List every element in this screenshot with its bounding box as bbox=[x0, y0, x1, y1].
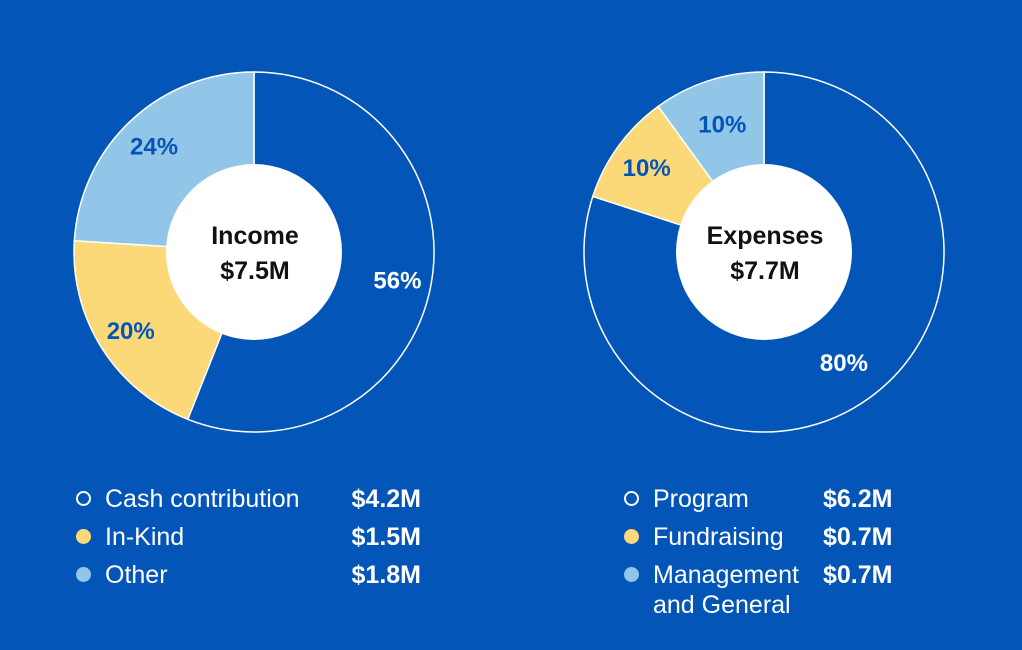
chart-title: Income bbox=[211, 222, 299, 250]
cash-swatch-icon bbox=[76, 491, 91, 506]
donut-center bbox=[166, 164, 342, 340]
legend-item-in-kind: In-Kind $1.5M bbox=[76, 522, 421, 560]
legend-amount: $0.7M bbox=[823, 561, 893, 589]
legend-amount: $1.8M bbox=[351, 561, 421, 589]
slice-percent-label: 80% bbox=[820, 350, 868, 377]
legend-amount: $0.7M bbox=[823, 523, 893, 551]
legend-amount: $1.5M bbox=[351, 523, 421, 551]
in-kind-swatch-icon bbox=[76, 529, 91, 544]
slice-percent-label: 10% bbox=[698, 112, 746, 139]
management-swatch-icon bbox=[624, 567, 639, 582]
legend-label: Fundraising bbox=[653, 523, 784, 551]
income-legend: Cash contribution $4.2M In-Kind $1.5M Ot… bbox=[76, 484, 421, 598]
chart-total: $7.5M bbox=[220, 257, 289, 285]
program-swatch-icon bbox=[624, 491, 639, 506]
legend-item-other: Other $1.8M bbox=[76, 560, 421, 598]
chart-title: Expenses bbox=[707, 222, 824, 250]
donut-center bbox=[676, 164, 852, 340]
legend-label: Cash contribution bbox=[105, 485, 300, 513]
legend-item-cash: Cash contribution $4.2M bbox=[76, 484, 421, 522]
expenses-legend: Program $6.2M Fundraising $0.7M Manageme… bbox=[624, 484, 954, 619]
legend-item-fundraising: Fundraising $0.7M bbox=[624, 522, 954, 560]
other-swatch-icon bbox=[76, 567, 91, 582]
legend-label: Management and General bbox=[653, 561, 799, 619]
slice-percent-label: 10% bbox=[623, 155, 671, 182]
legend-label: In-Kind bbox=[105, 523, 185, 551]
legend-amount: $6.2M bbox=[823, 485, 893, 513]
pie-slice-1-0 bbox=[583, 71, 945, 433]
legend-amount: $4.2M bbox=[351, 485, 421, 513]
chart-total: $7.7M bbox=[730, 257, 799, 285]
legend-item-program: Program $6.2M bbox=[624, 484, 954, 522]
slice-percent-label: 56% bbox=[373, 267, 421, 294]
slice-percent-label: 24% bbox=[130, 134, 178, 161]
legend-item-management: Management and General $0.7M bbox=[624, 560, 954, 619]
legend-label: Program bbox=[653, 485, 749, 513]
fundraising-swatch-icon bbox=[624, 529, 639, 544]
legend-label: Other bbox=[105, 561, 168, 589]
slice-percent-label: 20% bbox=[107, 318, 155, 345]
